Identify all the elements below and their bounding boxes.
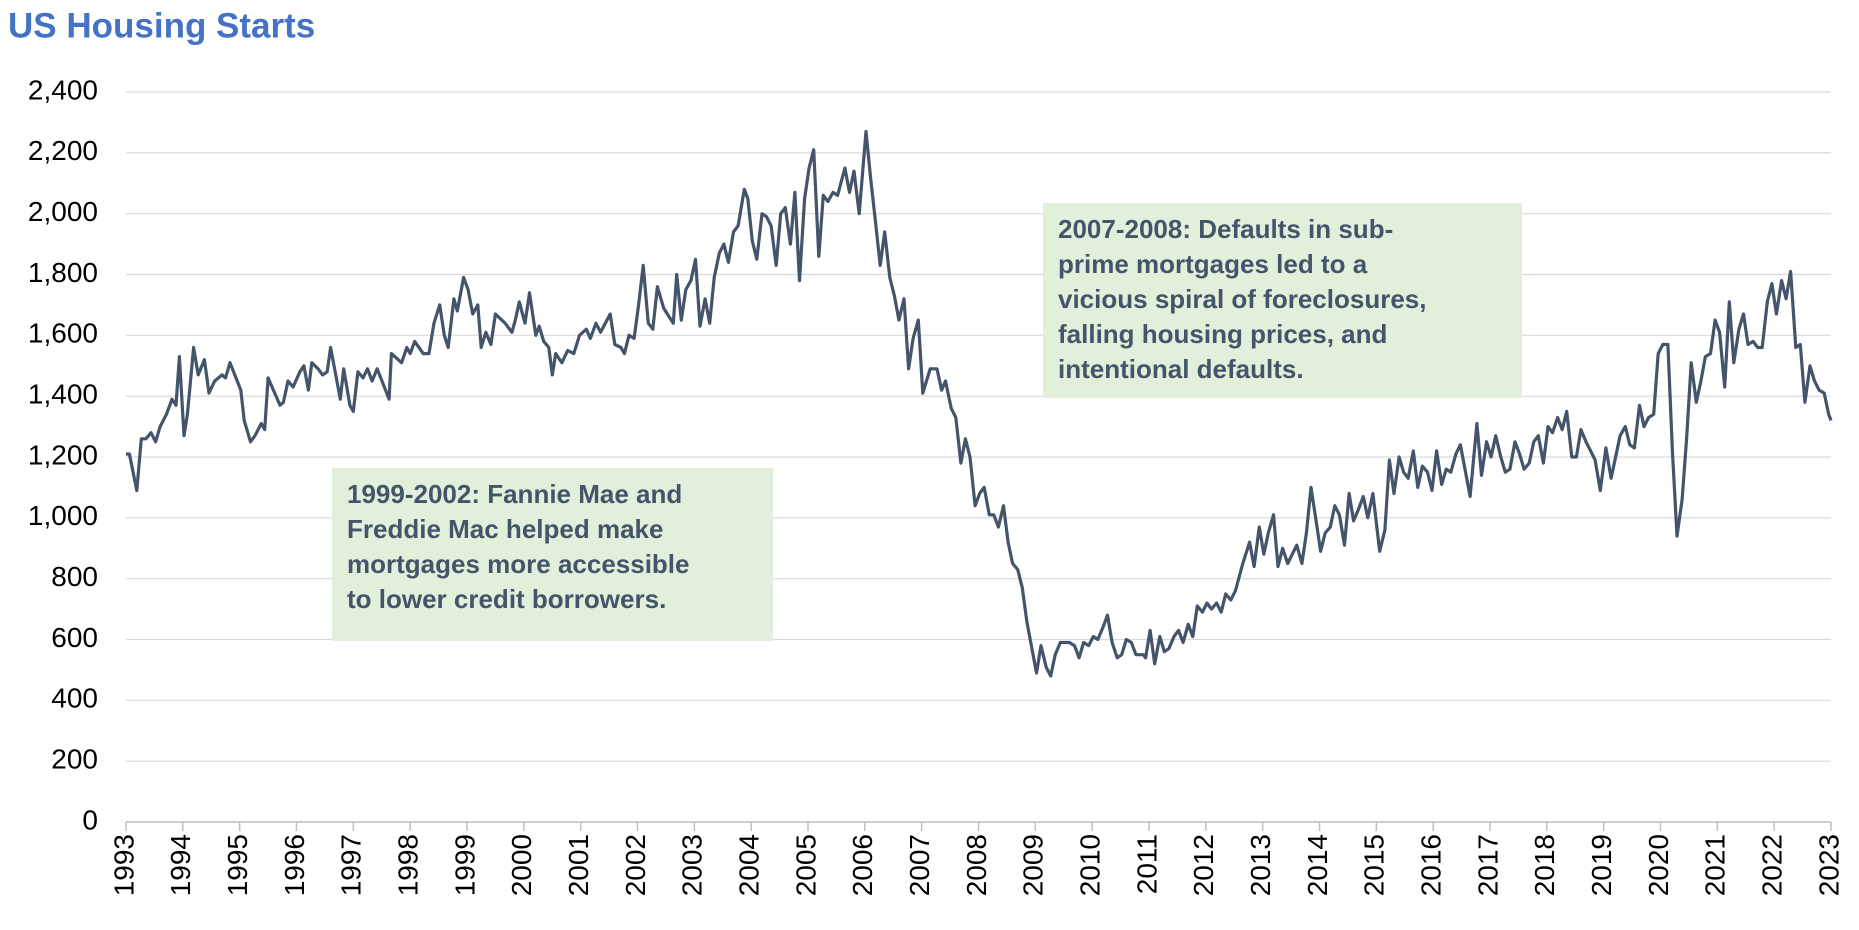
x-tick-label: 2003	[677, 834, 708, 896]
data-line	[126, 129, 1833, 678]
x-tick-label: 1999	[449, 834, 480, 896]
x-tick-label: 2007	[904, 834, 935, 896]
x-tick-label: 2014	[1302, 834, 1333, 896]
x-tick-label: 2015	[1359, 834, 1390, 896]
annotation-text: 1999-2002: Fannie Mae and	[347, 479, 682, 509]
annotation-text: 2007-2008: Defaults in sub-	[1058, 214, 1393, 244]
x-tick-label: 1995	[222, 834, 253, 896]
annotation-text: intentional defaults.	[1058, 354, 1304, 384]
y-tick-label: 1,000	[28, 500, 98, 531]
y-tick-label: 1,400	[28, 379, 98, 410]
annotation-box	[332, 468, 773, 641]
y-tick-label: 200	[51, 744, 98, 775]
x-tick-label: 2018	[1529, 834, 1560, 896]
annotation-text: falling housing prices, and	[1058, 319, 1387, 349]
x-tick-label: 2009	[1018, 834, 1049, 896]
x-tick-label: 2004	[734, 834, 765, 896]
x-tick-label: 1994	[165, 834, 196, 896]
y-tick-label: 400	[51, 683, 98, 714]
x-tick-label: 2005	[790, 834, 821, 896]
x-tick-label: 2000	[506, 834, 537, 896]
annotation-box	[1043, 203, 1522, 398]
x-tick-label: 2017	[1472, 834, 1503, 896]
y-tick-label: 1,200	[28, 439, 98, 470]
annotation-text: Freddie Mac helped make	[347, 514, 663, 544]
y-tick-label: 1,800	[28, 257, 98, 288]
x-tick-label: 2008	[961, 834, 992, 896]
y-tick-label: 2,400	[28, 74, 98, 105]
x-tick-label: 2021	[1700, 834, 1731, 896]
x-tick-label: 2019	[1586, 834, 1617, 896]
x-tick-label: 2013	[1245, 834, 1276, 896]
y-tick-label: 1,600	[28, 318, 98, 349]
y-tick-label: 0	[82, 804, 98, 835]
annotation-text: to lower credit borrowers.	[347, 584, 666, 614]
x-tick-label: 1993	[108, 834, 139, 896]
y-tick-label: 600	[51, 622, 98, 653]
x-tick-label: 2010	[1075, 834, 1106, 896]
x-tick-label: 2006	[847, 834, 878, 896]
annotation-text: prime mortgages led to a	[1058, 249, 1368, 279]
x-tick-label: 1996	[279, 834, 310, 896]
x-tick-label: 1998	[393, 834, 424, 896]
annotation-text: mortgages more accessible	[347, 549, 690, 579]
x-tick-label: 1997	[336, 834, 367, 896]
x-tick-label: 2011	[1131, 834, 1162, 894]
annotation-text: vicious spiral of foreclosures,	[1058, 284, 1426, 314]
x-tick-label: 2002	[620, 834, 651, 896]
x-tick-label: 2016	[1416, 834, 1447, 896]
x-tick-label: 2001	[563, 834, 594, 896]
x-tick-label: 2023	[1813, 834, 1844, 896]
x-tick-label: 2022	[1757, 834, 1788, 896]
y-tick-label: 2,000	[28, 196, 98, 227]
chart-title: US Housing Starts	[8, 6, 315, 45]
y-tick-label: 800	[51, 561, 98, 592]
y-tick-label: 2,200	[28, 135, 98, 166]
x-tick-label: 2012	[1188, 834, 1219, 896]
x-tick-label: 2020	[1643, 834, 1674, 896]
